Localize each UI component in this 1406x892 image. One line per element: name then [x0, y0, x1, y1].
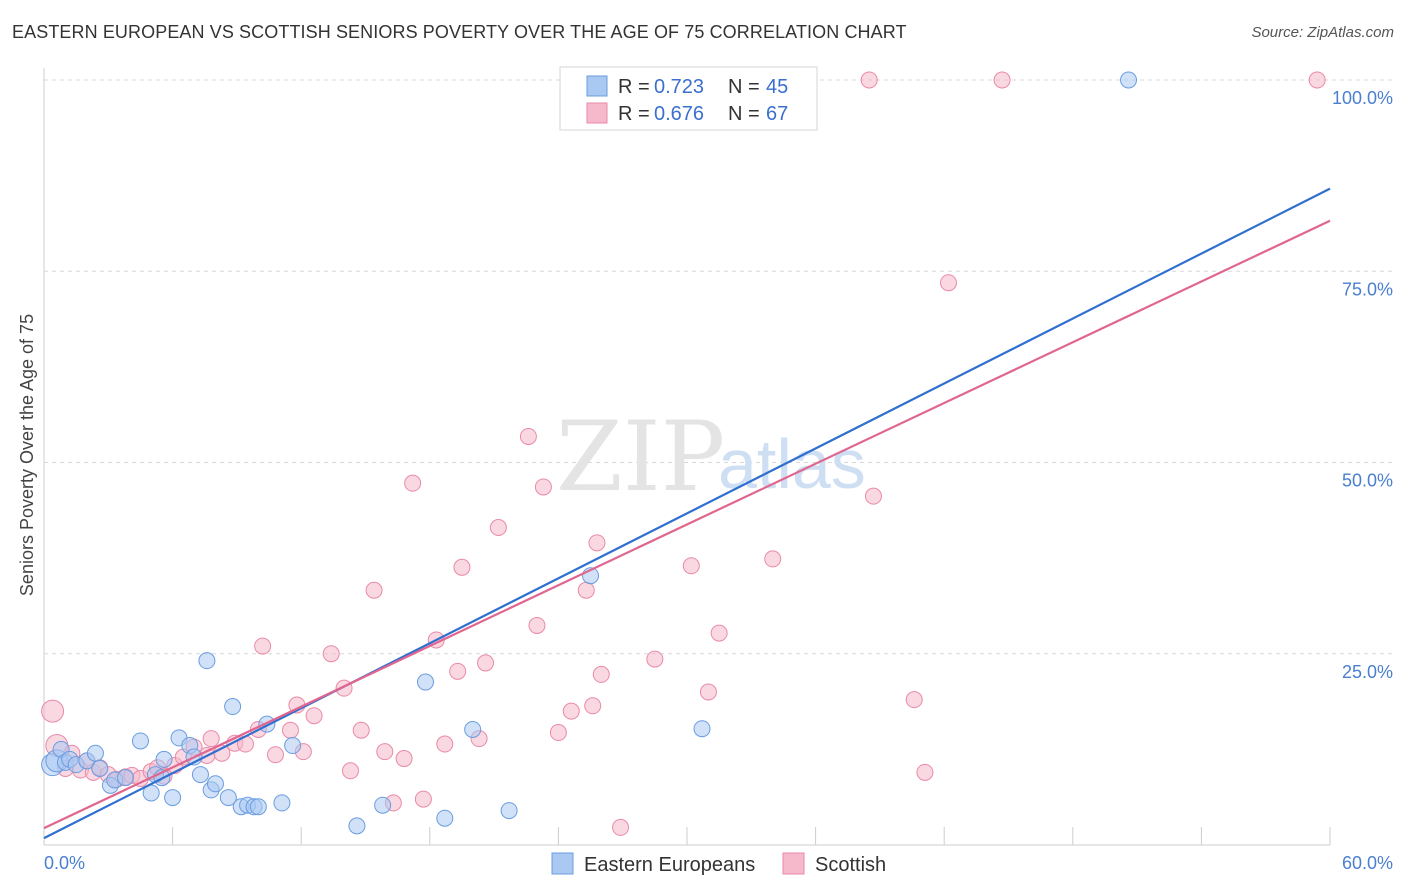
- legend-n-label-2: N =: [728, 103, 760, 125]
- point-eastern-europeans: [693, 720, 711, 738]
- legend-series: Eastern Europeans Scottish: [551, 852, 886, 876]
- point-scottish: [939, 274, 957, 292]
- point-eastern-europeans: [131, 732, 149, 750]
- point-eastern-europeans: [273, 794, 291, 812]
- point-scottish: [322, 645, 340, 663]
- y-tick-label: 25.0%: [1342, 662, 1393, 682]
- point-scottish: [528, 616, 546, 634]
- legend-r-value-1: 0.723: [654, 76, 704, 98]
- y-tick-label: 100.0%: [1332, 88, 1393, 108]
- chart-title: EASTERN EUROPEAN VS SCOTTISH SENIORS POV…: [12, 22, 907, 42]
- legend-series-swatch-scottish: [782, 852, 805, 875]
- point-eastern-europeans: [198, 652, 216, 670]
- legend-r-label-1: R =: [618, 76, 650, 98]
- point-scottish: [414, 790, 432, 808]
- point-eastern-europeans: [284, 737, 302, 755]
- y-axis-label: Seniors Poverty Over the Age of 75: [17, 314, 37, 596]
- trend-lines: [43, 187, 1331, 840]
- point-eastern-europeans: [436, 809, 454, 827]
- y-tick-label: 75.0%: [1342, 279, 1393, 299]
- point-eastern-europeans: [191, 766, 209, 784]
- legend-r-value-2: 0.676: [654, 103, 704, 125]
- point-scottish: [534, 478, 552, 496]
- y-tick-label: 50.0%: [1342, 471, 1393, 491]
- point-eastern-europeans: [164, 789, 182, 807]
- point-scottish: [584, 697, 602, 715]
- legend-swatch-pink: [586, 102, 608, 124]
- point-eastern-europeans: [224, 698, 242, 716]
- point-scottish: [341, 762, 359, 780]
- watermark-zip: ZIP: [556, 401, 725, 513]
- legend-stats: R = 0.723 N = 45 R = 0.676 N = 67: [559, 66, 818, 131]
- point-scottish: [453, 558, 471, 576]
- legend-n-value-1: 45: [766, 76, 788, 98]
- point-scottish: [549, 724, 567, 742]
- point-scottish: [281, 721, 299, 739]
- point-scottish: [764, 550, 782, 568]
- point-eastern-europeans: [374, 796, 392, 814]
- point-scottish: [41, 699, 65, 723]
- point-scottish: [864, 487, 882, 505]
- legend-series-swatch-eastern-europeans: [551, 852, 574, 875]
- point-eastern-europeans: [417, 673, 435, 691]
- point-scottish: [395, 750, 413, 768]
- point-eastern-europeans: [116, 769, 134, 787]
- point-scottish: [916, 763, 934, 781]
- point-scottish: [993, 71, 1011, 89]
- point-scottish: [1308, 71, 1326, 89]
- point-scottish: [365, 581, 383, 599]
- legend-swatch-blue: [586, 75, 608, 97]
- point-scottish: [449, 662, 467, 680]
- point-eastern-europeans: [206, 775, 224, 793]
- point-eastern-europeans: [86, 744, 104, 762]
- point-eastern-europeans: [1120, 71, 1138, 89]
- point-scottish: [577, 581, 595, 599]
- source-credit: Source: ZipAtlas.com: [1251, 24, 1394, 41]
- point-scottish: [646, 650, 664, 668]
- point-eastern-europeans: [348, 817, 366, 835]
- y-axis-tick-labels: 100.0% 75.0% 50.0% 25.0%: [1332, 88, 1393, 682]
- point-scottish: [588, 534, 606, 552]
- x-tick-label-min: 0.0%: [44, 853, 85, 873]
- point-scottish: [202, 730, 220, 748]
- point-scottish: [477, 654, 495, 672]
- data-points: [41, 71, 1326, 836]
- point-scottish: [699, 683, 717, 701]
- watermark-atlas: atlas: [718, 425, 866, 503]
- point-eastern-europeans: [155, 750, 173, 768]
- point-eastern-europeans: [500, 802, 518, 820]
- point-scottish: [592, 665, 610, 683]
- point-eastern-europeans: [464, 720, 482, 738]
- point-eastern-europeans: [219, 789, 237, 807]
- point-scottish: [376, 743, 394, 761]
- point-eastern-europeans: [91, 760, 109, 777]
- point-scottish: [905, 691, 923, 709]
- point-eastern-europeans: [258, 715, 276, 733]
- point-scottish: [352, 721, 370, 739]
- point-eastern-europeans: [249, 798, 267, 816]
- point-scottish: [710, 624, 728, 642]
- point-scottish: [860, 71, 878, 89]
- trend-line-scottish: [43, 219, 1331, 830]
- point-scottish: [305, 707, 323, 725]
- point-scottish: [404, 474, 422, 492]
- legend-n-value-2: 67: [766, 103, 788, 125]
- legend-r-label-2: R =: [618, 103, 650, 125]
- point-scottish: [562, 702, 580, 720]
- legend-n-label-1: N =: [728, 76, 760, 98]
- point-scottish: [266, 746, 284, 764]
- legend-series-label-scottish: Scottish: [815, 854, 886, 876]
- point-scottish: [489, 519, 507, 537]
- point-scottish: [254, 637, 272, 655]
- x-tick-label-max: 60.0%: [1342, 853, 1393, 873]
- legend-series-label-eastern-europeans: Eastern Europeans: [584, 854, 755, 876]
- point-scottish: [682, 557, 700, 575]
- point-scottish: [436, 735, 454, 753]
- x-axis-ticks: [172, 827, 1331, 845]
- point-scottish: [612, 818, 630, 836]
- point-scottish: [519, 427, 537, 445]
- trend-line-eastern-europeans: [43, 187, 1331, 840]
